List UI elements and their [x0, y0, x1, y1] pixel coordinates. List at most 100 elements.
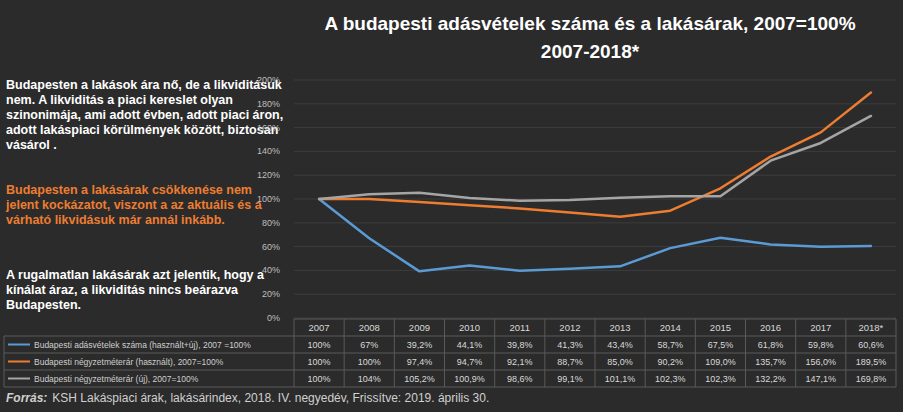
legend-label: Budapesti négyzetméterár (használt), 200…	[34, 357, 224, 367]
table-border	[494, 319, 495, 387]
annotation: A rugalmatlan lakásárak azt jelentik, ho…	[6, 268, 288, 313]
table-cell: 85,0%	[607, 357, 633, 367]
table-cell: 61,8%	[758, 340, 784, 350]
table-cell: 59,8%	[808, 340, 834, 350]
y-tick-label: 180%	[257, 99, 280, 109]
table-cell: 102,3%	[655, 374, 686, 384]
annotation: Budapesten a lakásárak csökkenése nem je…	[6, 183, 288, 228]
table-border	[4, 336, 5, 387]
table-cell: 99,1%	[557, 374, 583, 384]
grid-line	[294, 127, 896, 128]
table-cell: 100%	[308, 357, 331, 367]
table-cell: 102,3%	[705, 374, 736, 384]
table-cell: 97,4%	[407, 357, 433, 367]
table-cell: 156,0%	[805, 357, 836, 367]
lines	[319, 93, 871, 272]
grid-line	[294, 270, 896, 271]
table-cell: 189,5%	[856, 357, 887, 367]
table-cell: 58,7%	[657, 340, 683, 350]
x-tick-label: 2013	[610, 322, 631, 333]
table-border	[4, 387, 896, 388]
x-tick-label: 2007	[309, 322, 330, 333]
table-border	[344, 319, 345, 387]
table-cell: 101,1%	[605, 374, 636, 384]
table-border	[795, 319, 796, 387]
x-tick-label: 2008	[359, 322, 380, 333]
title: A budapesti adásvételek száma és a lakás…	[324, 13, 855, 34]
grid-line	[294, 294, 896, 295]
table-cell: 39,2%	[407, 340, 433, 350]
source-text: KSH Lakáspiaci árak, lakásárindex, 2018.…	[52, 391, 489, 405]
table-cell: 94,7%	[457, 357, 483, 367]
series-line	[319, 93, 871, 217]
table-cell: 100%	[358, 357, 381, 367]
table-cell: 90,2%	[657, 357, 683, 367]
grid-line	[294, 151, 896, 152]
y-tick-label: 160%	[257, 123, 280, 133]
table-cell: 100,9%	[454, 374, 485, 384]
table-cell: 41,3%	[557, 340, 583, 350]
x-tick-label: 2012	[559, 322, 580, 333]
y-tick-label: 200%	[257, 75, 280, 85]
table-cell: 67,5%	[708, 340, 734, 350]
y-tick-label: 80%	[262, 218, 280, 228]
table-border	[394, 319, 395, 387]
subtitle: 2007-2018*	[541, 41, 640, 62]
y-tick-label: 40%	[262, 265, 280, 275]
table-border	[544, 319, 545, 387]
legend-swatch	[8, 378, 30, 380]
x-tick-label: 2011	[510, 322, 530, 333]
table-border	[845, 319, 846, 387]
x-tick-label: 2018*	[858, 322, 883, 333]
y-tick-label: 100%	[257, 194, 280, 204]
table-cell: 88,7%	[557, 357, 583, 367]
table-cell: 67%	[360, 340, 378, 350]
table-cell: 100%	[308, 374, 331, 384]
table-cell: 147,1%	[805, 374, 836, 384]
chart-root: Budapesten a lakások ára nő, de a likvid…	[0, 0, 903, 412]
grid-line	[294, 80, 896, 81]
table-cell: 104%	[358, 374, 381, 384]
table-border	[444, 319, 445, 387]
source-label: Forrás:	[6, 391, 47, 405]
x-tick-label: 2014	[660, 322, 681, 333]
table-border	[4, 336, 896, 337]
x-tick-label: 2010	[459, 322, 480, 333]
table-border	[4, 370, 896, 371]
table-border	[896, 319, 897, 387]
x-tick-label: 2015	[710, 322, 731, 333]
table-border	[4, 353, 896, 354]
table-border	[294, 319, 295, 387]
table-border	[745, 319, 746, 387]
legend-label: Budapesti négyzetméterár (új), 2007=100%	[34, 374, 199, 384]
grid-line	[294, 222, 896, 223]
table-border	[595, 319, 596, 387]
x-tick-label: 2009	[409, 322, 430, 333]
legend-swatch	[8, 361, 30, 363]
table-cell: 100%	[308, 340, 331, 350]
table-cell: 105,2%	[404, 374, 435, 384]
x-tick-label: 2016	[760, 322, 781, 333]
y-tick-label: 120%	[257, 170, 280, 180]
table-cell: 43,4%	[607, 340, 633, 350]
series-line	[319, 199, 871, 271]
table-cell: 132,2%	[755, 374, 786, 384]
table-border	[695, 319, 696, 387]
table-cell: 169,8%	[856, 374, 887, 384]
y-tick-label: 140%	[257, 146, 280, 156]
chart-svg: A budapesti adásvételek száma és a lakás…	[0, 0, 903, 412]
y-tick-label: 0%	[267, 313, 280, 323]
table-border	[645, 319, 646, 387]
table-cell: 60,6%	[858, 340, 884, 350]
table-cell: 109,0%	[705, 357, 736, 367]
table-cell: 39,8%	[507, 340, 533, 350]
y-tick-label: 60%	[262, 242, 280, 252]
table-cell: 44,1%	[457, 340, 483, 350]
grid-line	[294, 103, 896, 104]
table-cell: 98,6%	[507, 374, 533, 384]
series-line	[319, 116, 871, 201]
legend-swatch	[8, 344, 30, 346]
table-cell: 92,1%	[507, 357, 533, 367]
table-cell: 135,7%	[755, 357, 786, 367]
source: Forrás: KSH Lakáspiaci árak, lakásárindex…	[6, 391, 489, 405]
